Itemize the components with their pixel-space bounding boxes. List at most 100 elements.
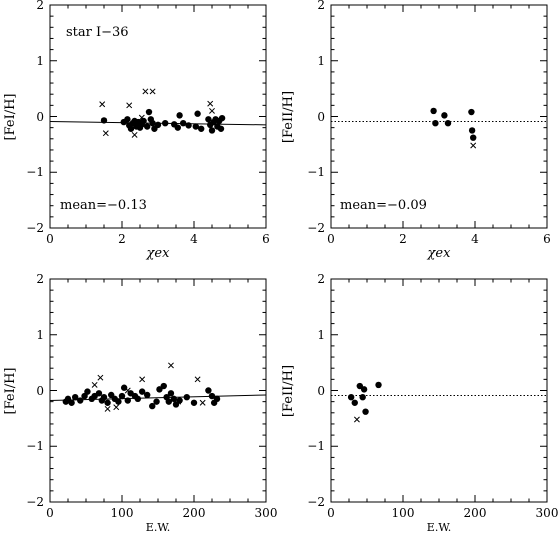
data-point	[118, 392, 126, 400]
data-point	[174, 124, 181, 131]
data-point	[430, 107, 437, 115]
data-point	[470, 134, 477, 141]
data-point	[362, 408, 369, 415]
y-tick-label: −1	[307, 439, 325, 453]
rejected-point	[175, 398, 182, 405]
data-point	[180, 119, 187, 127]
x-tick-label: 300	[255, 506, 278, 520]
rejected-point	[199, 399, 206, 406]
panel-marks	[49, 278, 267, 503]
data-point	[162, 119, 169, 127]
plot-frame	[330, 4, 548, 229]
y-axis-label: [FeII/H]	[281, 365, 296, 417]
data-point	[153, 398, 160, 405]
x-axis-label: E.W.	[146, 521, 170, 534]
y-tick-label: −1	[26, 165, 44, 179]
x-tick-label: 0	[327, 232, 335, 246]
rejected-point	[353, 416, 360, 423]
data-point	[217, 125, 225, 132]
data-point	[149, 119, 156, 127]
x-tick-label: 6	[262, 232, 270, 246]
x-tick-labels: 0 100 200 300	[327, 506, 558, 520]
rejected-point	[207, 100, 214, 107]
rejected-point	[194, 376, 201, 383]
rejected-point	[99, 101, 106, 108]
y-tick-label: 1	[317, 54, 325, 68]
data-point	[104, 399, 111, 406]
data-point	[468, 108, 475, 116]
data-point	[165, 398, 172, 405]
x-tick-label: 6	[543, 232, 551, 246]
y-axis-label: [FeI/H]	[3, 368, 18, 415]
y-tick-label: −2	[307, 221, 325, 235]
panel-marks	[49, 4, 267, 229]
y-tick-label: 2	[317, 272, 325, 286]
data-point	[375, 381, 382, 389]
data-point	[154, 121, 162, 129]
y-tick-label: −2	[307, 495, 325, 509]
rejected-point	[149, 88, 156, 95]
mean-annotation: mean=−0.09	[340, 198, 427, 213]
panel-marks	[330, 278, 548, 503]
data-point	[145, 108, 153, 116]
rejected-point	[142, 88, 149, 95]
data-point	[149, 402, 156, 410]
data-point	[176, 112, 183, 119]
data-point	[205, 387, 212, 394]
data-point	[170, 395, 178, 403]
data-point	[140, 117, 147, 125]
x-tick-label: 0	[46, 232, 54, 246]
data-point	[441, 112, 448, 119]
data-point	[192, 123, 199, 130]
y-tick-label: 1	[36, 54, 44, 68]
data-point	[100, 117, 108, 124]
x-tick-label: 2	[399, 232, 407, 246]
y-tick-label: 0	[36, 384, 44, 398]
y-tick-label: −1	[26, 439, 44, 453]
data-point	[351, 399, 358, 406]
rejected-point	[124, 387, 131, 394]
data-point	[213, 395, 221, 403]
y-tick-label: 0	[36, 110, 44, 124]
rejected-point	[91, 381, 98, 388]
rejected-point	[97, 374, 104, 381]
data-point	[218, 114, 226, 122]
y-tick-label: 2	[36, 272, 44, 286]
y-tick-label: 1	[36, 328, 44, 342]
y-tick-labels: 2 1 0 −1 −2	[26, 0, 44, 235]
y-tick-label: 2	[317, 0, 325, 12]
rejected-point	[104, 405, 111, 412]
data-point	[444, 119, 452, 127]
rejected-point	[138, 114, 145, 121]
data-point	[100, 393, 108, 401]
x-tick-label: 100	[392, 506, 415, 520]
x-tick-label: 4	[471, 232, 479, 246]
data-point	[190, 399, 198, 406]
panel-feI-vs-ew: 0 100 200 300 2 1 0 −1 −2 E.W. [FeI/H]	[3, 272, 277, 534]
data-point	[95, 390, 103, 397]
y-tick-label: 0	[317, 384, 325, 398]
data-point	[205, 116, 212, 123]
data-point	[156, 386, 163, 393]
data-point	[160, 382, 167, 390]
data-point	[138, 388, 146, 395]
y-tick-label: −2	[26, 221, 44, 235]
x-tick-label: 0	[46, 506, 54, 520]
data-point	[360, 386, 368, 393]
y-tick-label: 0	[317, 110, 325, 124]
y-axis-label: [FeII/H]	[281, 91, 296, 143]
x-tick-labels: 0 2 4 6	[46, 232, 270, 246]
y-tick-label: 2	[36, 0, 44, 12]
data-point	[77, 397, 84, 404]
data-point	[124, 397, 131, 404]
y-tick-label: −2	[26, 495, 44, 509]
x-axis-label: χex	[146, 246, 171, 261]
data-point	[194, 110, 201, 117]
data-point	[208, 127, 216, 134]
data-point	[167, 390, 175, 397]
rejected-point	[113, 404, 120, 411]
rejected-point	[209, 107, 215, 114]
data-point	[347, 393, 355, 401]
data-point	[124, 116, 131, 123]
